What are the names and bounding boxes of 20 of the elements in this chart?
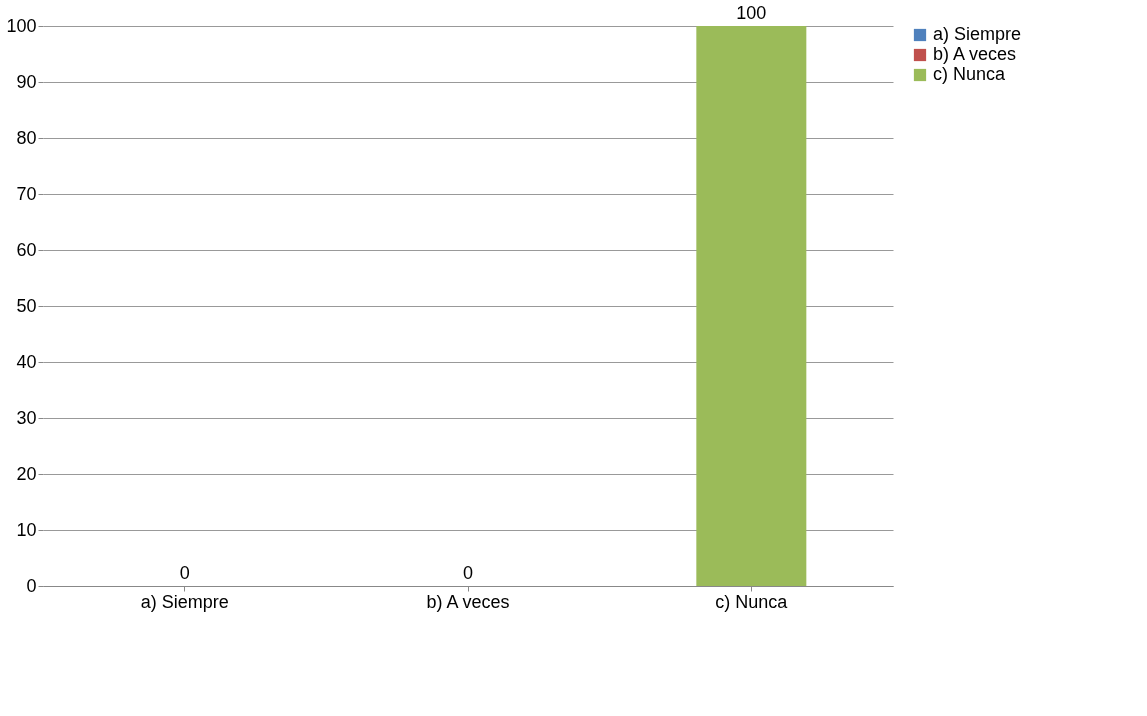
legend-label: c) Nunca [933, 64, 1007, 84]
y-tick-label: 100 [6, 15, 37, 36]
y-tick-label: 30 [16, 407, 37, 428]
x-tick-label: b) A veces [426, 591, 510, 612]
data-label: 0 [179, 563, 190, 583]
y-tick-label: 20 [16, 463, 37, 484]
legend-label: b) A veces [933, 44, 1017, 64]
legend-label: a) Siempre [933, 24, 1022, 44]
y-tick-label: 90 [16, 71, 37, 92]
y-tick-label: 40 [16, 351, 37, 372]
y-tick-label: 60 [16, 239, 37, 260]
y-tick-label: 50 [16, 295, 37, 316]
data-label: 0 [462, 563, 474, 583]
data-label: 100 [736, 3, 767, 23]
y-tick-label: 70 [16, 183, 37, 204]
y-tick-label: 10 [16, 519, 37, 540]
x-tick-label: a) Siempre [140, 591, 229, 612]
y-tick-label: 80 [16, 127, 37, 148]
y-tick-label: 0 [26, 575, 37, 596]
x-tick-label: c) Nunca [715, 591, 789, 612]
